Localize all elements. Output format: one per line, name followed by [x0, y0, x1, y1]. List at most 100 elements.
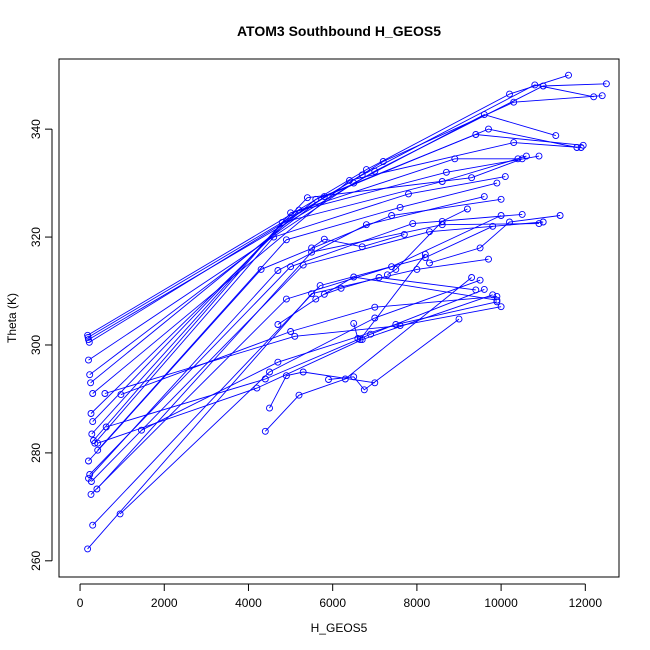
data-point	[282, 372, 290, 380]
data-point	[405, 190, 412, 198]
series-line-10	[92, 158, 523, 422]
data-point	[579, 141, 587, 149]
data-point	[506, 218, 513, 226]
data-point	[291, 332, 299, 340]
data-point	[295, 206, 303, 214]
data-point	[388, 212, 396, 219]
data-point	[375, 274, 383, 281]
data-point	[438, 221, 446, 229]
series-line-14	[97, 182, 498, 451]
data-point	[510, 139, 518, 147]
data-point	[94, 446, 102, 454]
data-point	[270, 233, 278, 241]
data-point	[438, 217, 446, 225]
data-point	[299, 368, 307, 376]
data-point	[371, 314, 379, 322]
data-point	[303, 194, 311, 202]
data-point	[438, 178, 446, 185]
data-point	[299, 261, 307, 269]
data-point	[413, 265, 421, 273]
data-point	[91, 439, 99, 447]
data-point	[87, 478, 95, 485]
data-point	[138, 426, 145, 434]
data-point	[590, 93, 598, 101]
chart-title: ATOM3 Southbound H_GEOS5	[237, 23, 441, 39]
y-tick-label: 280	[29, 443, 43, 463]
data-point	[485, 125, 492, 133]
data-point	[573, 144, 581, 151]
data-point	[535, 152, 543, 160]
data-point	[493, 292, 501, 300]
data-point	[602, 80, 610, 88]
data-point	[392, 321, 400, 328]
data-point	[451, 155, 459, 163]
series-line-26	[97, 294, 493, 444]
data-point	[117, 391, 125, 399]
series-points-group	[84, 71, 610, 553]
data-point	[253, 384, 261, 392]
series-lines-group	[87, 74, 607, 550]
data-point	[86, 471, 94, 478]
data-point	[510, 98, 518, 106]
series-line-16	[89, 213, 523, 475]
data-point	[468, 274, 476, 281]
series-line-9	[90, 158, 518, 414]
data-point	[346, 176, 353, 184]
data-point	[493, 179, 501, 187]
data-point	[308, 248, 316, 256]
data-point	[489, 291, 497, 299]
data-point	[577, 144, 585, 151]
data-point	[426, 259, 433, 267]
data-point	[421, 250, 429, 258]
data-point	[493, 296, 501, 304]
data-point	[535, 220, 543, 228]
data-point	[257, 265, 265, 273]
x-axis: 0 2000 4000 6000 8000 10000 12000	[77, 583, 602, 610]
data-point	[287, 263, 295, 271]
data-point	[497, 195, 505, 203]
data-point	[278, 219, 286, 226]
data-point	[383, 271, 391, 279]
data-point	[468, 174, 476, 182]
data-point	[85, 338, 93, 346]
data-point	[362, 166, 370, 174]
data-point	[89, 418, 97, 426]
data-point	[472, 286, 480, 294]
series-line-17	[88, 196, 485, 479]
data-point	[261, 427, 269, 435]
data-point	[497, 212, 505, 219]
data-point	[518, 210, 526, 218]
data-point	[522, 152, 530, 160]
data-point	[274, 267, 282, 274]
data-point	[274, 321, 282, 328]
data-point	[295, 391, 303, 399]
data-point	[320, 235, 328, 243]
data-point	[274, 358, 282, 366]
data-point	[358, 336, 366, 344]
series-line-23	[119, 279, 481, 515]
series-line-18	[91, 221, 544, 482]
series-line-35	[311, 233, 405, 249]
data-point	[552, 132, 560, 140]
series-line-7	[90, 134, 584, 384]
data-point	[116, 510, 124, 518]
data-point	[287, 328, 295, 335]
data-point	[598, 92, 606, 100]
series-line-20	[90, 215, 502, 495]
data-point	[101, 390, 109, 397]
data-point	[476, 276, 484, 284]
data-point	[316, 282, 324, 290]
data-point	[379, 158, 387, 165]
data-point	[396, 203, 404, 211]
data-point	[85, 457, 92, 465]
series-line-37	[387, 208, 468, 276]
data-point	[360, 386, 368, 394]
series-line-33	[269, 371, 375, 409]
data-point	[85, 356, 92, 364]
series-line-2	[87, 84, 594, 338]
data-point	[506, 90, 513, 98]
data-point	[371, 167, 379, 175]
data-point	[84, 545, 92, 553]
data-point	[501, 173, 509, 181]
